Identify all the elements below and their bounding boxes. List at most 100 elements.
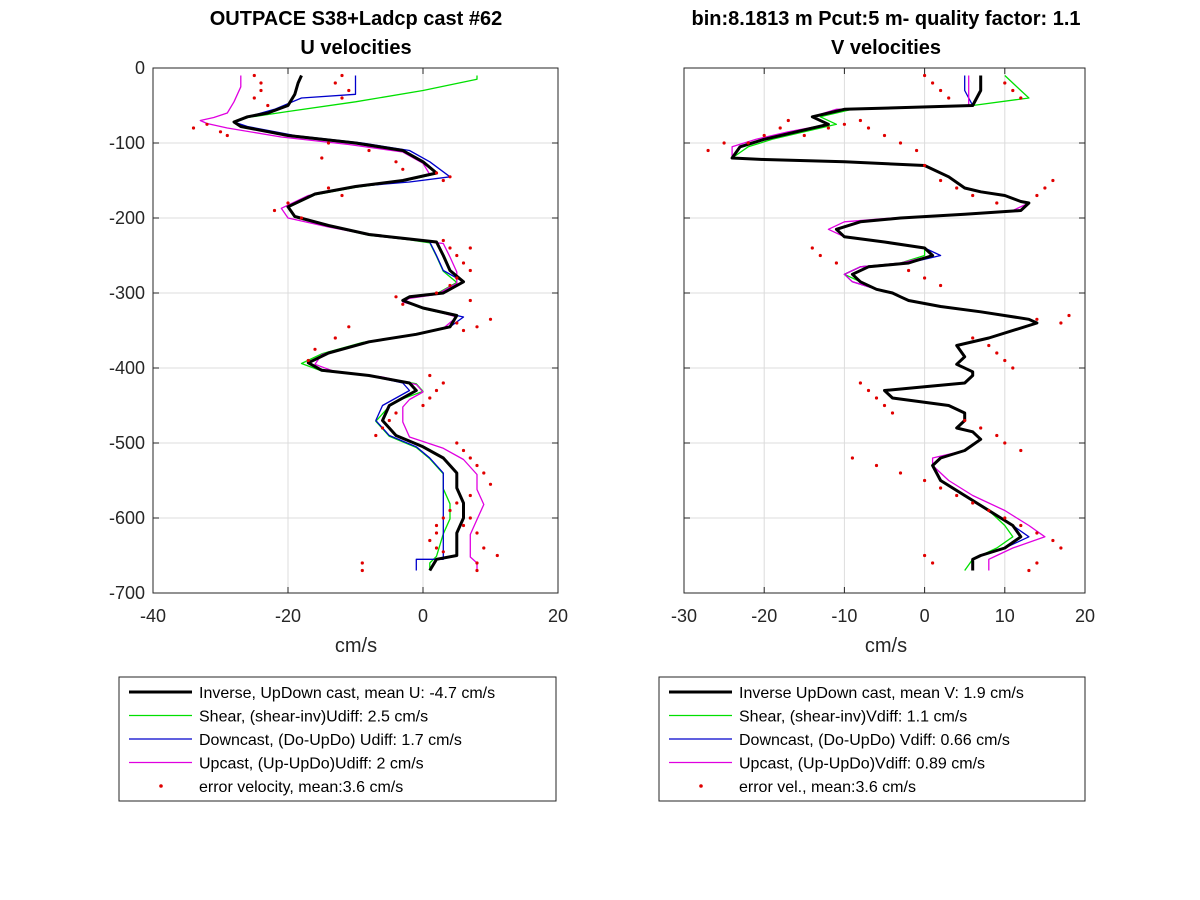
u-error-velocity-point (272, 208, 277, 213)
v-error-velocity-point (1019, 523, 1023, 528)
v-error-velocity-point (923, 276, 927, 280)
v-error-velocity-point (874, 396, 879, 400)
u-error-velocity-point (428, 538, 432, 543)
v-error-velocity-point (1003, 516, 1007, 520)
u-legend-label: Upcast, (Up-UpDo)Udiff: 2 cm/s (199, 756, 424, 773)
v-error-velocity-point (939, 88, 943, 93)
v-x-tick-label: -10 (831, 606, 857, 626)
v-error-velocity-point (923, 73, 927, 78)
v-error-velocity-point (826, 126, 831, 130)
v-error-velocity-point (834, 261, 839, 265)
v-x-axis-label: cm/s (865, 635, 907, 657)
v-axes-frame (683, 67, 1086, 594)
u-series-down-line (233, 75, 465, 571)
u-error-velocity-point (488, 482, 493, 486)
v-error-velocity-point (995, 433, 999, 438)
v-error-velocity-point (802, 133, 806, 138)
u-error-velocity-point (434, 291, 439, 295)
v-legend: Inverse UpDown cast, mean V: 1.9 cm/s She… (658, 676, 1086, 802)
v-legend-swatch-err (699, 784, 703, 788)
u-error-velocity-point (461, 328, 466, 333)
u-error-velocity-point (441, 381, 445, 385)
u-error-velocity-point (394, 160, 398, 164)
u-error-velocity-point (441, 178, 445, 183)
u-error-velocity-point (455, 321, 459, 325)
u-error-velocity-point (495, 553, 499, 558)
u-error-velocity-point (401, 302, 405, 306)
v-legend-label: error vel., mean:3.6 cm/s (739, 779, 916, 796)
v-error-velocity-point (858, 118, 863, 123)
u-error-velocity-point (468, 493, 472, 498)
v-error-velocity-point (778, 126, 782, 130)
v-error-velocity-point (842, 122, 847, 126)
v-error-velocity-point (995, 351, 999, 355)
u-error-velocity-point (461, 523, 466, 528)
u-x-tick-label: -20 (275, 606, 301, 626)
u-error-velocity-point (191, 126, 196, 130)
v-plot-lines (706, 73, 1071, 573)
v-series-down-line (731, 75, 1038, 571)
u-error-velocity-point (441, 516, 445, 520)
v-error-velocity-point (995, 201, 999, 205)
u-legend-label: Shear, (shear-inv)Udiff: 2.5 cm/s (199, 709, 428, 726)
u-x-tick-label: 0 (418, 606, 428, 626)
u-error-velocity-point (401, 167, 405, 171)
u-error-velocity-point (475, 531, 479, 535)
u-error-velocity-point (475, 325, 479, 329)
u-error-velocity-point (299, 216, 304, 220)
v-series-inverse-line (730, 75, 1039, 571)
u-plot-lines (191, 73, 499, 573)
v-error-velocity-point (955, 186, 959, 190)
u-error-velocity-point (441, 238, 445, 243)
v-error-velocity-point (939, 178, 943, 183)
u-y-tick-label: -500 (109, 433, 145, 453)
u-y-tick-label: 0 (135, 58, 145, 78)
v-error-velocity-point (907, 268, 911, 273)
v-x-tick-label: 10 (995, 606, 1015, 626)
v-error-velocity-point (866, 126, 871, 130)
u-error-velocity-point (448, 246, 452, 250)
v-error-velocity-point (1003, 358, 1007, 363)
u-error-velocity-point (266, 103, 270, 108)
u-error-velocity-point (455, 276, 459, 280)
u-error-velocity-point (259, 81, 263, 85)
v-error-velocity-point (923, 163, 927, 168)
v-error-velocity-point (1035, 193, 1039, 198)
u-error-velocity-point (360, 568, 364, 573)
u-error-velocity-point (421, 403, 425, 408)
v-legend-label: Inverse UpDown cast, mean V: 1.9 cm/s (739, 685, 1024, 702)
u-series-inverse-line (232, 74, 465, 572)
v-error-velocity-point (746, 141, 750, 145)
u-error-velocity-point (394, 411, 398, 415)
u-series-up-line (199, 75, 485, 571)
u-error-velocity-point (468, 268, 472, 273)
v-error-velocity-point (858, 381, 863, 385)
v-error-velocity-point (947, 96, 951, 100)
u-error-velocity-point (374, 433, 378, 438)
u-error-velocity-point (333, 336, 337, 340)
v-error-velocity-point (955, 493, 959, 498)
v-error-velocity-point (939, 486, 943, 490)
v-legend-label: Downcast, (Do-UpDo) Vdiff: 0.66 cm/s (739, 732, 1010, 749)
u-error-velocity-point (367, 148, 371, 153)
v-error-velocity-point (1051, 178, 1055, 183)
u-error-velocity-point (488, 317, 493, 321)
u-velocity-panel: OUTPACE S38+Ladcp cast #62 U velocities … (109, 8, 568, 802)
v-error-velocity-point (939, 283, 943, 288)
u-error-velocity-point (320, 156, 324, 160)
u-error-velocity-point (306, 358, 310, 363)
u-chart-subtitle: U velocities (300, 37, 411, 59)
u-error-velocity-point (360, 561, 364, 565)
v-error-velocity-point (1051, 538, 1055, 543)
v-error-velocity-point (1019, 448, 1023, 453)
u-error-velocity-point (340, 73, 344, 78)
u-error-velocity-point (428, 396, 432, 400)
v-error-velocity-point (1059, 321, 1063, 325)
u-error-velocity-point (252, 96, 256, 100)
u-error-velocity-point (475, 561, 479, 565)
v-error-velocity-point (1011, 88, 1015, 93)
u-legend-label: Downcast, (Do-UpDo) Udiff: 1.7 cm/s (199, 732, 462, 749)
u-legend-label: Inverse, UpDown cast, mean U: -4.7 cm/s (199, 685, 495, 702)
v-ticks: -30 -20 -10 0 10 20 (671, 67, 1095, 626)
v-error-velocity-point (874, 463, 879, 468)
